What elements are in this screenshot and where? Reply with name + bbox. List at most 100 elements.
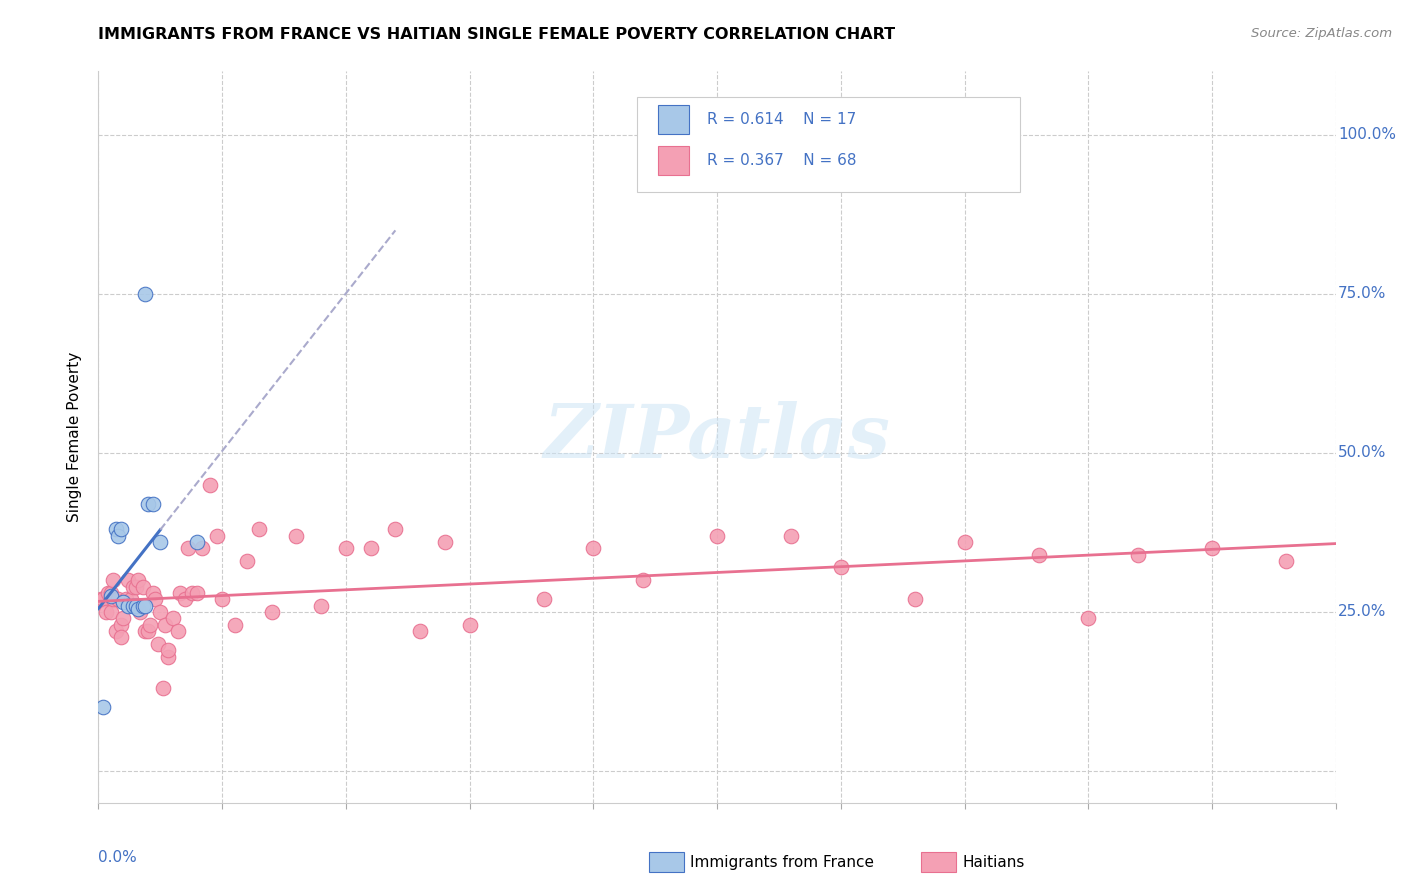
Point bbox=[186, 586, 208, 600]
Point bbox=[533, 592, 555, 607]
Point bbox=[132, 580, 155, 594]
Point bbox=[335, 541, 357, 556]
Point bbox=[136, 624, 159, 638]
Text: 25.0%: 25.0% bbox=[1339, 605, 1386, 619]
Point bbox=[224, 617, 246, 632]
Point bbox=[236, 554, 259, 568]
Point bbox=[191, 541, 214, 556]
Point bbox=[142, 497, 165, 511]
Point bbox=[780, 529, 803, 543]
Point bbox=[174, 592, 197, 607]
Point bbox=[94, 605, 117, 619]
FancyBboxPatch shape bbox=[658, 105, 689, 134]
Text: Source: ZipAtlas.com: Source: ZipAtlas.com bbox=[1251, 27, 1392, 40]
Point bbox=[114, 592, 136, 607]
Point bbox=[176, 541, 198, 556]
Point bbox=[107, 529, 129, 543]
Point bbox=[117, 573, 139, 587]
Point bbox=[124, 580, 146, 594]
Point bbox=[1275, 554, 1298, 568]
Point bbox=[139, 617, 162, 632]
Point bbox=[285, 529, 308, 543]
Point bbox=[129, 605, 152, 619]
Point bbox=[830, 560, 852, 574]
Point bbox=[110, 631, 132, 645]
Point bbox=[107, 592, 129, 607]
Point bbox=[122, 599, 145, 613]
Text: Immigrants from France: Immigrants from France bbox=[690, 855, 875, 870]
Text: ZIPatlas: ZIPatlas bbox=[544, 401, 890, 474]
Point bbox=[142, 586, 165, 600]
Point bbox=[100, 586, 122, 600]
Text: 75.0%: 75.0% bbox=[1339, 286, 1386, 301]
Point bbox=[124, 599, 146, 613]
Point bbox=[97, 586, 120, 600]
Point bbox=[1028, 548, 1050, 562]
Point bbox=[93, 592, 115, 607]
Point bbox=[953, 535, 976, 549]
Point bbox=[409, 624, 432, 638]
FancyBboxPatch shape bbox=[650, 852, 683, 872]
Point bbox=[582, 541, 605, 556]
Point bbox=[93, 700, 115, 714]
Point bbox=[132, 599, 155, 613]
Point bbox=[112, 595, 135, 609]
Point bbox=[631, 573, 654, 587]
Point bbox=[146, 637, 169, 651]
Text: 0.0%: 0.0% bbox=[98, 850, 138, 865]
Point bbox=[104, 522, 127, 536]
Point bbox=[120, 592, 142, 607]
FancyBboxPatch shape bbox=[658, 146, 689, 175]
Point bbox=[110, 617, 132, 632]
Point bbox=[122, 580, 145, 594]
Point bbox=[205, 529, 228, 543]
FancyBboxPatch shape bbox=[637, 97, 1021, 192]
Point bbox=[181, 586, 204, 600]
Point bbox=[100, 605, 122, 619]
Text: IMMIGRANTS FROM FRANCE VS HAITIAN SINGLE FEMALE POVERTY CORRELATION CHART: IMMIGRANTS FROM FRANCE VS HAITIAN SINGLE… bbox=[98, 27, 896, 42]
Point bbox=[90, 592, 112, 607]
Text: Haitians: Haitians bbox=[962, 855, 1025, 870]
Point bbox=[247, 522, 270, 536]
Point bbox=[309, 599, 332, 613]
Point bbox=[1077, 611, 1099, 625]
Point bbox=[149, 535, 172, 549]
Point bbox=[149, 605, 172, 619]
Point bbox=[134, 287, 156, 301]
Text: R = 0.614    N = 17: R = 0.614 N = 17 bbox=[707, 112, 856, 127]
Point bbox=[127, 573, 149, 587]
Point bbox=[112, 611, 135, 625]
Point bbox=[1201, 541, 1223, 556]
Point bbox=[127, 602, 149, 616]
Point bbox=[166, 624, 188, 638]
Point bbox=[117, 599, 139, 613]
Point bbox=[260, 605, 283, 619]
Point bbox=[186, 535, 208, 549]
Point bbox=[134, 599, 156, 613]
Point bbox=[360, 541, 382, 556]
Point bbox=[155, 617, 177, 632]
Point bbox=[134, 624, 156, 638]
Point bbox=[103, 592, 125, 607]
Text: 50.0%: 50.0% bbox=[1339, 445, 1386, 460]
Point bbox=[198, 477, 221, 491]
Point bbox=[110, 522, 132, 536]
Point bbox=[143, 592, 166, 607]
FancyBboxPatch shape bbox=[921, 852, 956, 872]
Point bbox=[152, 681, 174, 696]
Point bbox=[433, 535, 456, 549]
Point bbox=[458, 617, 481, 632]
Y-axis label: Single Female Poverty: Single Female Poverty bbox=[67, 352, 83, 522]
Text: 100.0%: 100.0% bbox=[1339, 128, 1396, 143]
Point bbox=[156, 643, 179, 657]
Point bbox=[162, 611, 184, 625]
Point bbox=[169, 586, 191, 600]
Point bbox=[384, 522, 406, 536]
Point bbox=[706, 529, 728, 543]
Point bbox=[1126, 548, 1149, 562]
Text: R = 0.367    N = 68: R = 0.367 N = 68 bbox=[707, 153, 856, 169]
Point bbox=[104, 624, 127, 638]
Point bbox=[156, 649, 179, 664]
Point bbox=[103, 573, 125, 587]
Point bbox=[100, 589, 122, 603]
